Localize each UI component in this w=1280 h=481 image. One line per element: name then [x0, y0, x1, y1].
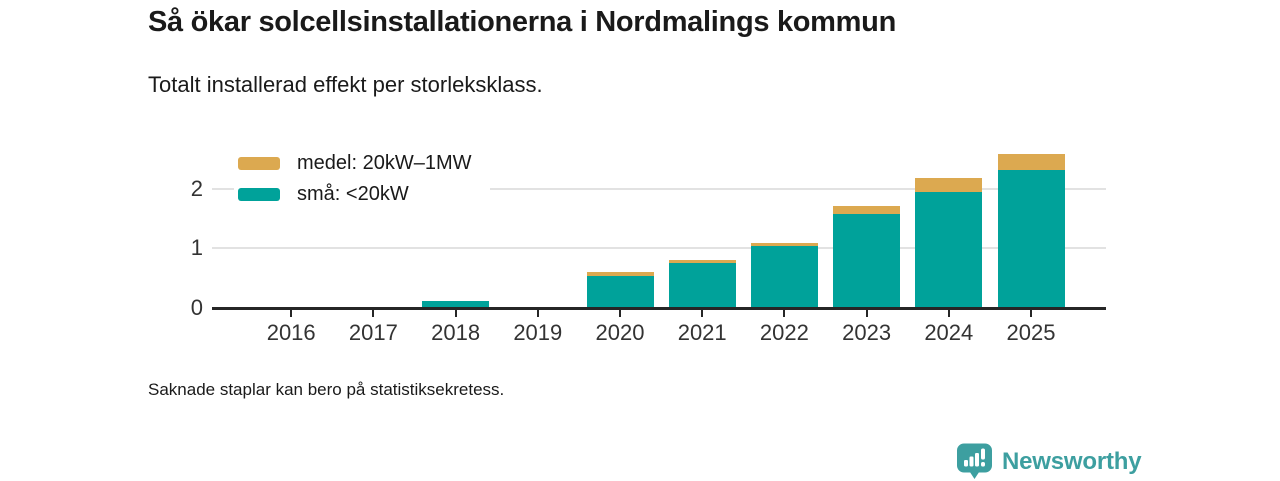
x-tick-label: 2024	[924, 320, 974, 345]
x-axis-tick	[372, 310, 375, 317]
bar-segment-sma	[750, 246, 818, 307]
bar-segment-medel	[997, 154, 1065, 171]
x-axis-tick	[454, 310, 457, 317]
bar-segment-sma	[586, 276, 654, 307]
x-tick-label: 2017	[348, 320, 398, 345]
legend-swatch-sma	[238, 188, 280, 201]
x-axis-tick	[536, 310, 539, 317]
newsworthy-logo-text: Newsworthy	[1002, 448, 1142, 475]
y-tick-label: 1	[190, 234, 203, 260]
chart-title: Så ökar solcellsinstallationerna i Nordm…	[148, 6, 896, 38]
bar-segment-medel	[915, 178, 983, 193]
bar-segment-sma	[997, 170, 1065, 307]
gridline	[212, 187, 1106, 190]
x-tick-label: 2025	[1006, 320, 1056, 345]
chart-footnote: Saknade staplar kan bero på statistiksek…	[148, 380, 505, 399]
x-tick-label: 2020	[595, 320, 645, 345]
x-axis-tick	[783, 310, 786, 317]
x-tick-label: 2018	[431, 320, 481, 345]
x-tick-label: 2022	[759, 320, 809, 345]
legend-item-medel: medel: 20kW–1MW	[238, 152, 472, 175]
legend-label-medel: medel: 20kW–1MW	[297, 152, 472, 174]
bar-segment-medel	[668, 259, 736, 264]
x-axis-tick	[619, 310, 621, 317]
legend-item-sma: små: <20kW	[238, 183, 472, 206]
bar-segment-medel	[833, 205, 901, 214]
bar-segment-sma	[422, 301, 490, 307]
newsworthy-branding: Newsworthy	[956, 443, 1142, 481]
bar-segment-sma	[668, 263, 736, 307]
legend-swatch-medel	[238, 157, 280, 170]
x-axis-line	[212, 307, 1106, 310]
chart-subtitle: Totalt installerad effekt per storlekskl…	[148, 72, 543, 97]
x-tick-label: 2016	[266, 320, 316, 345]
x-axis-tick	[290, 310, 293, 317]
bar-segment-medel	[586, 272, 654, 277]
gridline	[212, 246, 1106, 249]
y-tick-label: 2	[190, 175, 203, 201]
bar-segment-medel	[750, 242, 818, 247]
y-tick-label: 0	[190, 295, 203, 320]
x-axis-tick	[1030, 310, 1032, 317]
legend-label-sma: små: <20kW	[297, 183, 409, 205]
x-axis-tick	[865, 310, 868, 317]
bar-segment-sma	[915, 192, 983, 307]
x-tick-label: 2023	[842, 320, 892, 345]
x-axis-tick	[701, 310, 704, 317]
x-tick-label: 2021	[677, 320, 727, 345]
x-axis-tick	[947, 310, 950, 317]
chart-legend: medel: 20kW–1MW små: <20kW	[234, 148, 490, 210]
x-tick-label: 2019	[513, 320, 563, 345]
bar-segment-sma	[833, 213, 901, 307]
newsworthy-logo-icon	[956, 443, 993, 481]
